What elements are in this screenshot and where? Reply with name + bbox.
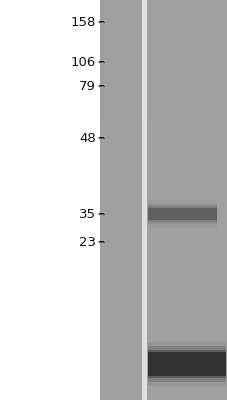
Bar [100, 353, 227, 360]
Text: –: – [96, 236, 103, 248]
Bar [100, 333, 227, 340]
Bar [100, 187, 227, 193]
Bar [100, 247, 227, 253]
Bar [100, 347, 227, 353]
Text: –: – [96, 208, 103, 220]
Bar [100, 220, 227, 227]
Bar [100, 27, 227, 33]
Bar [147, 206, 216, 222]
Bar [100, 373, 227, 380]
Bar [100, 13, 227, 20]
Bar [100, 87, 227, 93]
Bar [100, 393, 227, 400]
Bar [100, 147, 227, 153]
Bar [100, 207, 227, 213]
Bar [147, 204, 216, 224]
Bar [100, 180, 227, 187]
Bar [100, 367, 227, 373]
Bar [100, 213, 227, 220]
Bar [100, 240, 227, 247]
Bar [100, 340, 227, 347]
Text: –: – [96, 56, 103, 68]
Bar [100, 100, 227, 107]
Bar [100, 120, 227, 127]
Bar [100, 140, 227, 147]
Bar [100, 40, 227, 47]
Text: 48: 48 [79, 132, 95, 144]
Text: –: – [96, 16, 103, 28]
Bar [147, 342, 225, 386]
Bar [100, 80, 227, 87]
Bar [100, 260, 227, 267]
Bar [100, 360, 227, 367]
Bar [100, 267, 227, 273]
Bar [100, 200, 227, 207]
Bar [100, 253, 227, 260]
Bar [100, 327, 227, 333]
Bar [100, 300, 227, 307]
Bar [100, 380, 227, 387]
Text: –: – [96, 132, 103, 144]
Bar [100, 320, 227, 327]
Bar [100, 307, 227, 313]
Bar [100, 67, 227, 73]
Bar [100, 113, 227, 120]
Bar [147, 208, 216, 220]
Bar [100, 293, 227, 300]
Bar [100, 193, 227, 200]
Text: 23: 23 [78, 236, 95, 248]
Bar [100, 93, 227, 100]
Bar [147, 350, 225, 378]
Text: –: – [96, 80, 103, 92]
Bar [100, 0, 227, 400]
Bar [100, 227, 227, 233]
Bar [100, 73, 227, 80]
Bar [100, 387, 227, 393]
Bar [100, 60, 227, 67]
Text: 79: 79 [79, 80, 95, 92]
Bar [100, 127, 227, 133]
Bar [147, 346, 225, 382]
Text: 35: 35 [78, 208, 95, 220]
Bar [100, 47, 227, 53]
Bar [100, 33, 227, 40]
Bar [142, 0, 146, 400]
Text: 106: 106 [70, 56, 95, 68]
Bar [100, 0, 227, 7]
Bar [100, 233, 227, 240]
Bar [100, 167, 227, 173]
Bar [100, 53, 227, 60]
Bar [100, 153, 227, 160]
Bar [100, 7, 227, 13]
Bar [100, 107, 227, 113]
Bar [147, 200, 216, 228]
Bar [100, 313, 227, 320]
Bar [100, 160, 227, 167]
Bar [100, 287, 227, 293]
Bar [100, 133, 227, 140]
Text: 158: 158 [70, 16, 95, 28]
Bar [100, 173, 227, 180]
Bar [100, 280, 227, 287]
Bar [100, 20, 227, 27]
Bar [147, 352, 225, 376]
Bar [100, 273, 227, 280]
